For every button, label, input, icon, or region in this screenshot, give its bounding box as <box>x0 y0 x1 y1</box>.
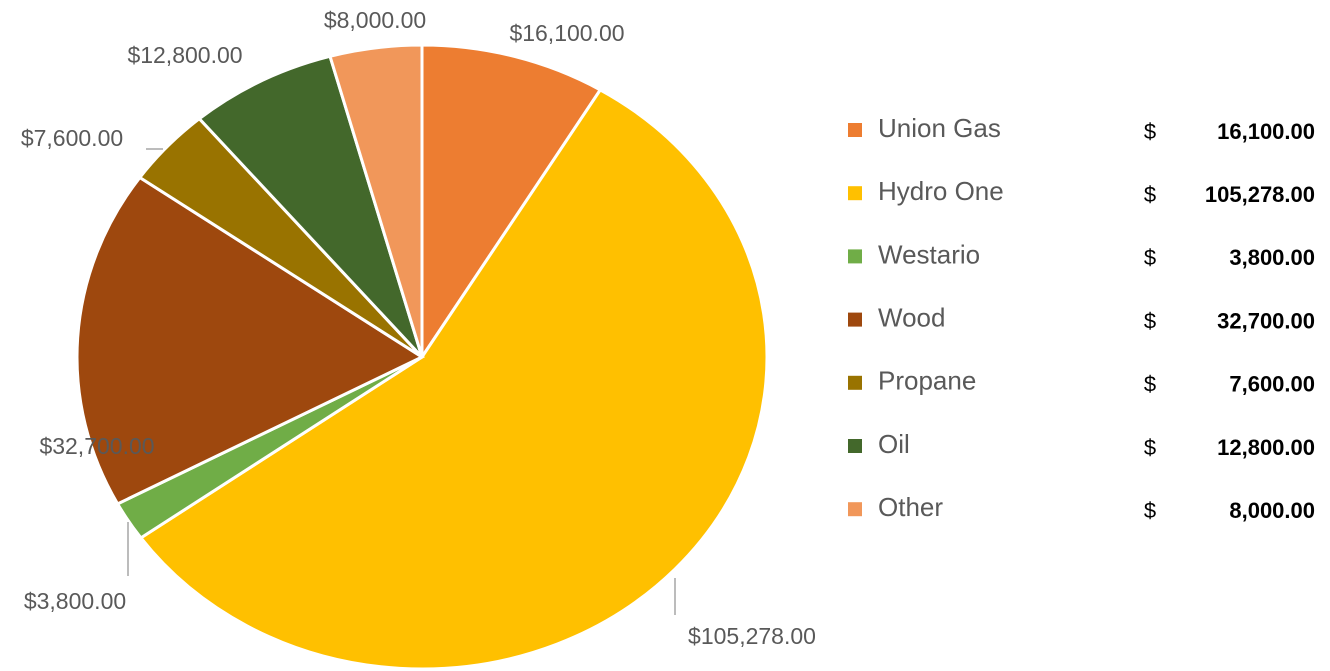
pie <box>75 43 769 671</box>
legend-marker <box>848 186 862 201</box>
legend-label: Oil <box>878 429 910 459</box>
currency-symbol: $ <box>1144 498 1156 523</box>
pie-slice <box>75 175 426 506</box>
legend-label: Hydro One <box>878 176 1004 206</box>
amount: 105,278.00 <box>1205 182 1315 207</box>
currency-symbol: $ <box>1144 182 1156 207</box>
data-label: $7,600.00 <box>21 125 123 151</box>
legend-label: Propane <box>878 366 976 396</box>
data-label: $32,700.00 <box>39 433 154 459</box>
legend-marker <box>848 249 862 264</box>
currency-symbol: $ <box>1144 119 1156 144</box>
amount: 16,100.00 <box>1217 119 1315 144</box>
data-label: $3,800.00 <box>24 588 126 614</box>
pie-slice <box>197 54 424 359</box>
data-label: $8,000.00 <box>324 7 426 33</box>
amount: 3,800.00 <box>1229 245 1315 270</box>
currency-symbol: $ <box>1144 372 1156 397</box>
legend-marker <box>848 312 862 327</box>
amount: 12,800.00 <box>1217 435 1315 460</box>
currency-symbol: $ <box>1144 245 1156 270</box>
legend-marker <box>848 123 862 137</box>
legend-marker <box>848 439 862 453</box>
legend-marker <box>848 502 862 517</box>
legend-label: Westario <box>878 239 980 269</box>
data-label: $105,278.00 <box>688 623 816 649</box>
legend-marker <box>848 375 862 390</box>
currency-symbol: $ <box>1144 308 1156 333</box>
legend-label: Other <box>878 492 943 522</box>
pie-slice <box>138 87 769 671</box>
amount: 32,700.00 <box>1217 308 1315 333</box>
pie-slice <box>328 43 424 358</box>
legend-label: Wood <box>878 302 945 332</box>
data-label: $12,800.00 <box>127 42 242 68</box>
currency-symbol: $ <box>1144 435 1156 460</box>
pie-slice <box>420 43 603 362</box>
amount: 8,000.00 <box>1229 498 1315 523</box>
legend-label: Union Gas <box>878 113 1001 143</box>
leader-lines <box>127 148 676 615</box>
amount: 7,600.00 <box>1229 372 1315 397</box>
data-label: $16,100.00 <box>509 20 624 46</box>
